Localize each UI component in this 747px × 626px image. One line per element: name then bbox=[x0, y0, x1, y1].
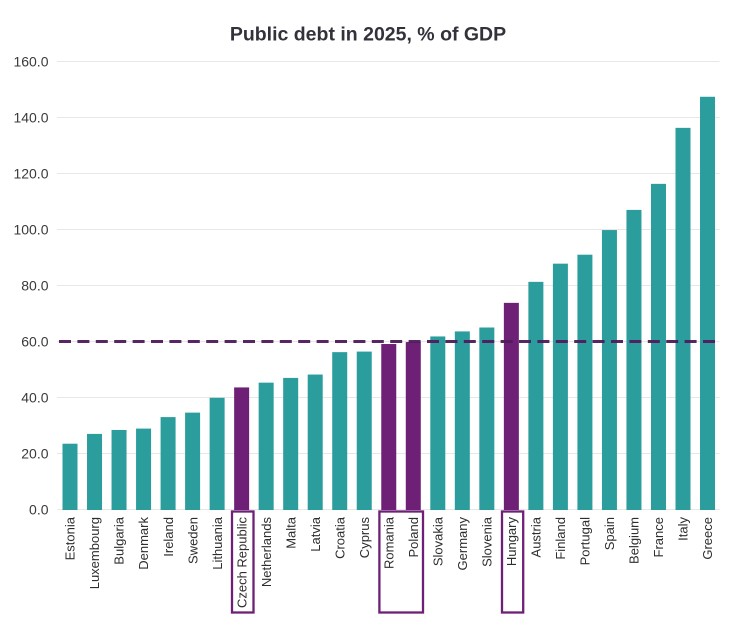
svg-text:Germany: Germany bbox=[455, 517, 470, 571]
svg-text:0.0: 0.0 bbox=[29, 502, 49, 518]
svg-text:120.0: 120.0 bbox=[13, 166, 48, 182]
svg-text:Sweden: Sweden bbox=[185, 517, 200, 564]
svg-text:160.0: 160.0 bbox=[13, 54, 48, 70]
svg-text:60.0: 60.0 bbox=[21, 334, 48, 350]
svg-text:Croatia: Croatia bbox=[332, 516, 347, 559]
svg-text:Latvia: Latvia bbox=[308, 516, 323, 551]
svg-text:Public debt in 2025, % of GDP: Public debt in 2025, % of GDP bbox=[230, 24, 506, 46]
svg-text:140.0: 140.0 bbox=[13, 110, 48, 126]
svg-text:Austria: Austria bbox=[529, 516, 544, 557]
svg-text:80.0: 80.0 bbox=[21, 278, 48, 294]
svg-text:Slovakia: Slovakia bbox=[430, 516, 445, 566]
svg-text:Greece: Greece bbox=[700, 517, 715, 560]
svg-text:Slovenia: Slovenia bbox=[480, 516, 495, 567]
svg-text:Spain: Spain bbox=[602, 517, 617, 550]
svg-text:100.0: 100.0 bbox=[13, 222, 48, 238]
svg-text:Denmark: Denmark bbox=[136, 517, 151, 570]
svg-text:Ireland: Ireland bbox=[161, 517, 176, 557]
svg-text:Lithuania: Lithuania bbox=[210, 516, 225, 570]
svg-text:Belgium: Belgium bbox=[627, 517, 642, 564]
svg-text:Bulgaria: Bulgaria bbox=[112, 516, 127, 564]
svg-text:Poland: Poland bbox=[406, 517, 421, 557]
svg-text:Czech Republic: Czech Republic bbox=[234, 517, 249, 609]
svg-text:Portugal: Portugal bbox=[578, 517, 593, 566]
svg-text:40.0: 40.0 bbox=[21, 390, 48, 406]
svg-text:Hungary: Hungary bbox=[504, 517, 519, 567]
svg-text:Malta: Malta bbox=[283, 516, 298, 549]
svg-text:Estonia: Estonia bbox=[63, 516, 78, 560]
svg-text:Netherlands: Netherlands bbox=[259, 517, 274, 588]
svg-text:Luxembourg: Luxembourg bbox=[87, 517, 102, 589]
svg-text:Romania: Romania bbox=[381, 516, 396, 569]
svg-text:Finland: Finland bbox=[553, 517, 568, 560]
svg-text:Cyprus: Cyprus bbox=[357, 517, 372, 559]
svg-text:20.0: 20.0 bbox=[21, 446, 48, 462]
svg-text:France: France bbox=[651, 517, 666, 557]
svg-text:Italy: Italy bbox=[676, 517, 691, 541]
